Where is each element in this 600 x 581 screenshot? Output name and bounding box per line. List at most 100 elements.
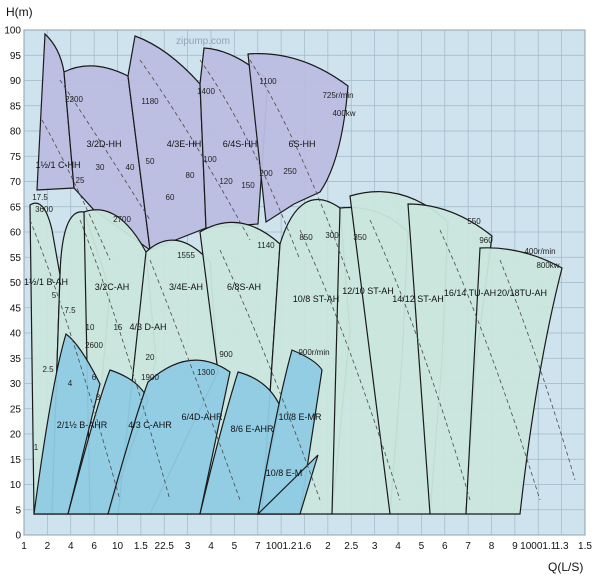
zone-labels: 1½/1 C-HH 3/2D-HH 4/3E-HH 6/4S-HH 6S-HH 1½/1 … bbox=[24, 77, 560, 478]
curve-value-label: 120 bbox=[219, 177, 233, 186]
curve-value-label: 250 bbox=[283, 167, 297, 176]
x-tick-label: 1.3 bbox=[555, 541, 569, 552]
curve-annotation: 960 bbox=[479, 236, 493, 245]
y-axis-title: H(m) bbox=[6, 5, 33, 19]
zone-label: 4/3 C-AHR bbox=[128, 420, 172, 430]
x-axis-ticks: 1 2 4 6 10 1.5 22.5 3 4 5 7 1001.2 1.6 2 2.5 3 4 5 6 7 8 9 100… bbox=[21, 541, 592, 552]
curve-value-label: 30 bbox=[96, 163, 105, 172]
curve-annotation: 3600 bbox=[35, 205, 53, 214]
curve-value-label: 60 bbox=[166, 193, 175, 202]
zone-label: 1½/1 C-HH bbox=[35, 160, 80, 170]
y-tick-label: 25 bbox=[10, 404, 22, 415]
x-tick-label: 1.6 bbox=[298, 541, 312, 552]
pump-zone-6s-hh bbox=[247, 53, 349, 224]
curve-value-label: 100 bbox=[203, 155, 217, 164]
curve-value-label: 17.5 bbox=[32, 193, 48, 202]
y-tick-label: 75 bbox=[10, 152, 22, 163]
curve-value-label: 4 bbox=[68, 379, 73, 388]
efficiency-curve bbox=[41, 119, 111, 261]
x-tick-label: 5 bbox=[232, 541, 238, 552]
y-tick-label: 10 bbox=[10, 480, 22, 491]
x-axis-title: Q(L/S) bbox=[548, 560, 583, 574]
x-tick-label: 6 bbox=[442, 541, 448, 552]
y-tick-label: 20 bbox=[10, 430, 22, 441]
efficiency-curve bbox=[219, 249, 321, 501]
zone-label: 3/2C-AH bbox=[95, 282, 130, 292]
efficiency-curves bbox=[29, 59, 576, 501]
y-tick-label: 15 bbox=[10, 455, 22, 466]
y-tick-label: 40 bbox=[10, 329, 22, 340]
x-tick-label: 4 bbox=[395, 541, 401, 552]
curve-value-label: 80 bbox=[186, 171, 195, 180]
efficiency-curve bbox=[199, 59, 301, 261]
curve-value-label: 1 bbox=[34, 443, 39, 452]
curve-value-label: 25 bbox=[76, 176, 85, 185]
zone-label: 6S-HH bbox=[288, 139, 315, 149]
curve-value-label: 15 bbox=[114, 323, 123, 332]
curve-annotation: 2600 bbox=[85, 341, 103, 350]
curve-annotation: 2700 bbox=[113, 215, 131, 224]
zone-label: 3/2D-HH bbox=[86, 139, 121, 149]
curve-annotation: 850 bbox=[299, 233, 313, 242]
curve-value-label: 2.5 bbox=[42, 365, 54, 374]
efficiency-curve bbox=[439, 229, 541, 501]
curve-value-label: 5 bbox=[52, 291, 57, 300]
curve-value-label: 20 bbox=[146, 353, 155, 362]
efficiency-curve bbox=[299, 229, 401, 501]
curve-annotation: 900r/min bbox=[298, 348, 329, 357]
curve-annotation: 725r/min bbox=[322, 91, 353, 100]
x-tick-label: 4 bbox=[208, 541, 214, 552]
y-tick-label: 95 bbox=[10, 51, 22, 62]
zone-label: 4/3 D-AH bbox=[129, 322, 166, 332]
curve-annotation: 400kw bbox=[332, 109, 355, 118]
x-tick-label: 3 bbox=[372, 541, 378, 552]
curve-value-label: 350 bbox=[353, 233, 367, 242]
efficiency-curve bbox=[79, 219, 171, 501]
efficiency-curve bbox=[249, 59, 351, 281]
curve-annotation: 400r/min bbox=[524, 247, 555, 256]
pump-zone-20-18tu-ah bbox=[465, 247, 563, 515]
y-tick-label: 50 bbox=[10, 278, 22, 289]
x-tick-label: 10 bbox=[112, 541, 124, 552]
y-tick-label: 85 bbox=[10, 101, 22, 112]
pump-zones bbox=[29, 32, 563, 515]
curve-annotation: 800kw bbox=[536, 261, 559, 270]
x-tick-label: 5 bbox=[419, 541, 425, 552]
zone-label: 12/10 ST-AH bbox=[342, 286, 394, 296]
zone-label: 10/8 ST-AH bbox=[293, 294, 340, 304]
zone-label: 10/8 E-M bbox=[266, 468, 303, 478]
efficiency-curve bbox=[369, 219, 471, 501]
curve-value-label: 8 bbox=[96, 393, 101, 402]
curve-annotation: 1555 bbox=[177, 251, 195, 260]
y-tick-label: 80 bbox=[10, 127, 22, 138]
x-tick-label: 6 bbox=[91, 541, 97, 552]
efficiency-curve bbox=[29, 219, 121, 501]
y-tick-label: 90 bbox=[10, 76, 22, 87]
x-tick-label: 2.5 bbox=[344, 541, 358, 552]
curve-annotation: 2200 bbox=[65, 95, 83, 104]
curve-value-label: 7.5 bbox=[64, 306, 76, 315]
zone-label: 10/8 E-MR bbox=[278, 412, 322, 422]
y-tick-label: 35 bbox=[10, 354, 22, 365]
x-tick-label: 8 bbox=[489, 541, 495, 552]
zone-label: 8/6 E-AHR bbox=[230, 424, 274, 434]
x-tick-label: 1.5 bbox=[134, 541, 148, 552]
efficiency-curve bbox=[149, 259, 241, 501]
curve-value-label: 50 bbox=[146, 157, 155, 166]
zone-label: 6/4S-HH bbox=[223, 139, 258, 149]
x-tick-label: 1001.2 bbox=[266, 541, 297, 552]
x-tick-label: 4 bbox=[68, 541, 74, 552]
y-tick-label: 100 bbox=[4, 26, 21, 37]
pump-zone-8-6-e-ahr bbox=[199, 371, 281, 515]
curve-annotation: 1400 bbox=[197, 87, 215, 96]
efficiency-curve bbox=[59, 79, 151, 221]
zone-label: 20/18TU-AH bbox=[497, 288, 547, 298]
zone-label: 2/1½ B-AHR bbox=[57, 420, 108, 430]
y-tick-label: 5 bbox=[15, 505, 21, 516]
y-tick-label: 60 bbox=[10, 228, 22, 239]
watermark: zipump.com bbox=[176, 36, 230, 47]
pump-zone-6-4d-ahr bbox=[107, 359, 231, 515]
y-tick-label: 55 bbox=[10, 253, 22, 264]
x-tick-label: 9 bbox=[512, 541, 518, 552]
